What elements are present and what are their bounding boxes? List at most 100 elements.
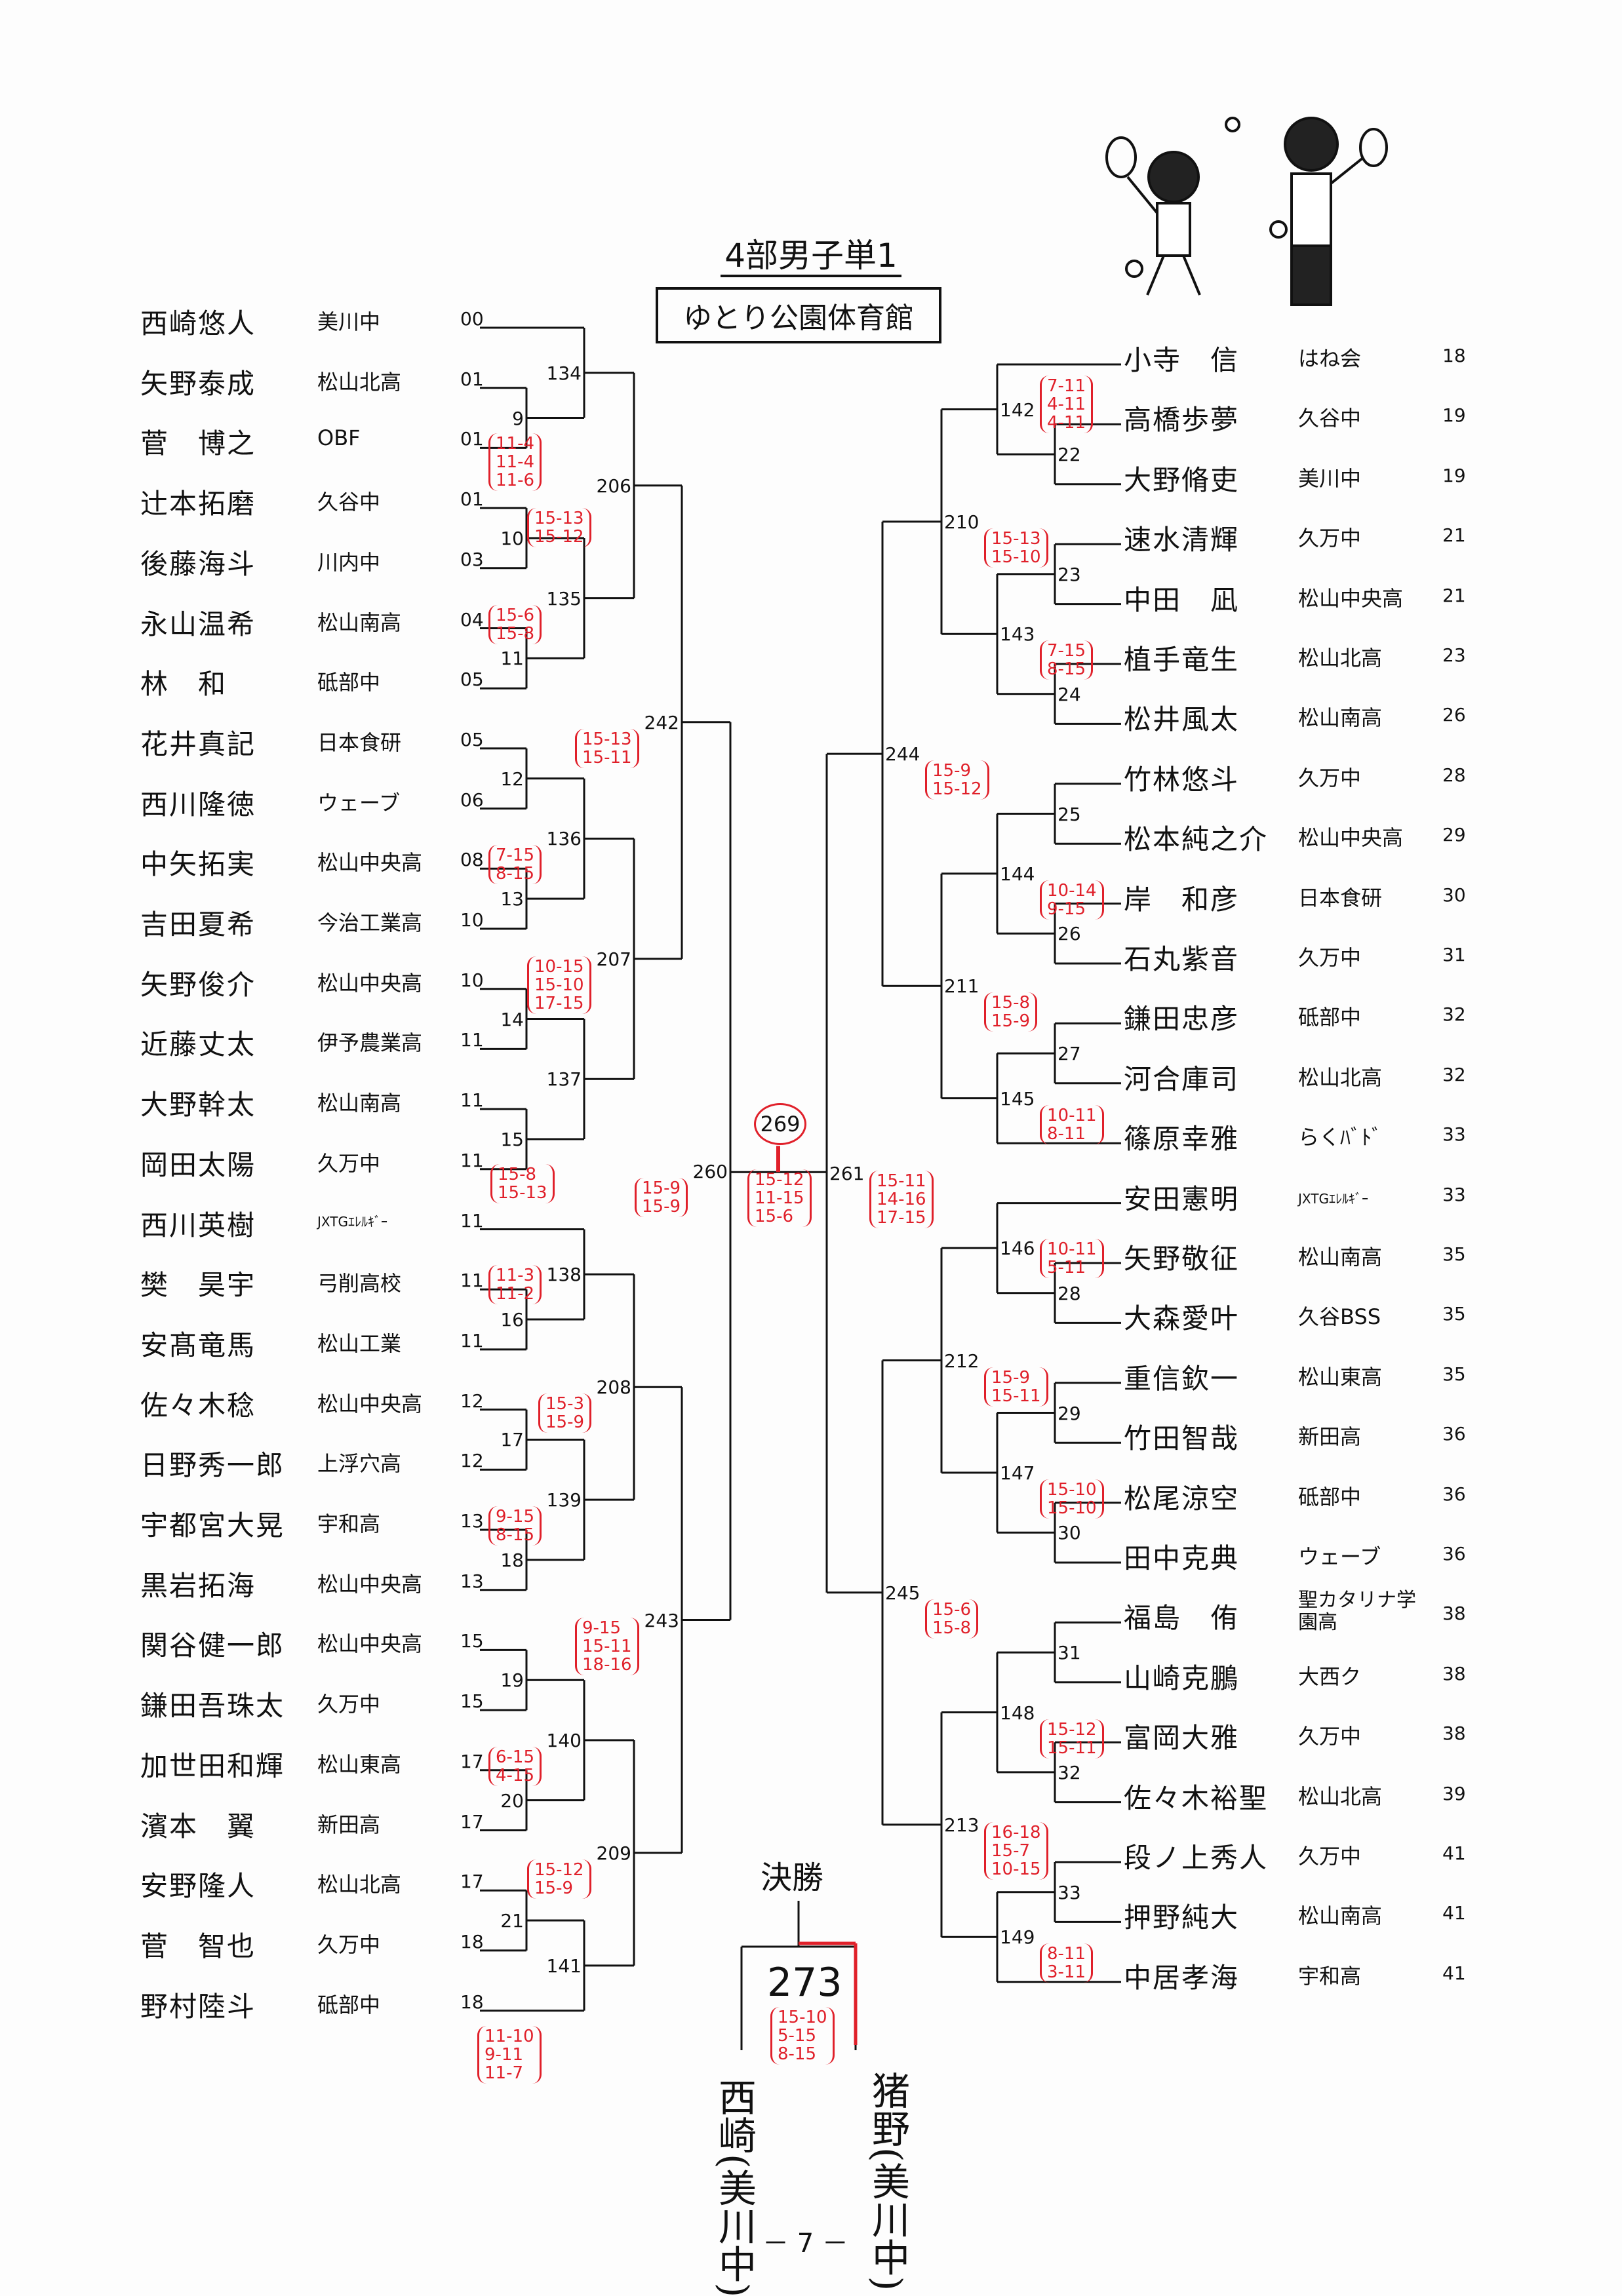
match-scores: 11-10 9-11 11-7: [477, 2025, 542, 2084]
game-score: 11-4: [496, 452, 535, 472]
player-name: 西川隆徳: [140, 788, 256, 821]
player-rank: 12: [460, 1450, 484, 1472]
player-name: 濱本 翼: [140, 1810, 256, 1842]
player-team: 聖カタリナ学園高: [1298, 1589, 1416, 1635]
game-score: 15-9: [991, 1367, 1031, 1388]
player-rank: 38: [1442, 1662, 1466, 1684]
player-rank: 05: [460, 728, 484, 750]
match-number: 138: [546, 1264, 582, 1286]
player-name: 菅 博之: [140, 427, 256, 460]
game-score: 11-6: [496, 470, 535, 490]
match-number: 30: [1058, 1522, 1081, 1544]
player-rank: 18: [460, 1991, 484, 2013]
player-name: 松井風太: [1124, 703, 1240, 736]
final-match-number: 273: [767, 1960, 842, 2006]
game-score: 4-11: [1047, 394, 1086, 414]
match-scores: 15-6 15-8: [488, 604, 542, 644]
match-number: 245: [885, 1582, 920, 1604]
game-score: 15-11: [582, 1636, 632, 1656]
player-name: 河合庫司: [1124, 1062, 1240, 1095]
player-rank: 15: [460, 1690, 484, 1713]
player-name: 矢野俊介: [140, 968, 256, 1001]
game-score: 15-9: [991, 1011, 1031, 1032]
match-number: 145: [1000, 1087, 1035, 1110]
game-score: 15-6: [755, 1207, 794, 1227]
player-name: 中矢拓実: [140, 848, 256, 881]
game-score: 15-9: [545, 1412, 585, 1433]
player-rank: 41: [1442, 1842, 1466, 1864]
player-name: 石丸紫音: [1124, 943, 1240, 975]
game-score: 15-13: [534, 508, 584, 528]
player-rank: 10: [460, 909, 484, 931]
game-score: 15-9: [534, 1878, 574, 1898]
match-number: 21: [500, 1910, 524, 1932]
player-team: 美川中: [1298, 465, 1362, 491]
player-rank: 01: [460, 428, 484, 450]
player-team: 久谷中: [317, 490, 381, 515]
player-rank: 19: [1442, 404, 1466, 427]
match-number: 18: [500, 1549, 524, 1571]
game-score: 16-18: [991, 1822, 1041, 1842]
player-name: 山崎克鵬: [1124, 1662, 1240, 1694]
player-name: 安髙竜馬: [140, 1329, 256, 1361]
match-scores: 11-3 11-2: [488, 1265, 542, 1305]
player-name: 竹林悠斗: [1124, 763, 1240, 796]
player-team: 久谷BSS: [1298, 1304, 1381, 1330]
venue-box: ゆとり公園体育館: [656, 287, 941, 343]
game-score: 17-15: [534, 993, 584, 1013]
game-score: 11-15: [755, 1188, 804, 1209]
match-number: 141: [546, 1955, 582, 1977]
game-score: 14-16: [877, 1189, 926, 1209]
player-team: 松山北高: [1298, 646, 1383, 671]
match-number: 149: [1000, 1926, 1035, 1949]
match-number: 13: [500, 888, 524, 910]
player-team: JXTGｴﾚﾙｷﾞｰ: [1298, 1190, 1368, 1207]
match-number: 20: [500, 1789, 524, 1812]
match-number: 16: [500, 1309, 524, 1331]
game-score: 10-11: [1047, 1239, 1097, 1260]
player-team: 松山中央高: [317, 1631, 423, 1657]
match-number: 27: [1058, 1043, 1081, 1065]
player-rank: 18: [1442, 345, 1466, 366]
player-team: 松山中央高: [1298, 825, 1404, 851]
player-name: 重信欽一: [1124, 1362, 1240, 1395]
match-scores: 15-3 15-9: [538, 1393, 592, 1433]
player-rank: 15: [460, 1630, 484, 1652]
match-scores: 15-13 15-11: [575, 728, 639, 768]
player-name: 菅 智也: [140, 1930, 256, 1962]
player-rank: 11: [460, 1149, 484, 1171]
player-name: 植手竜生: [1124, 644, 1240, 676]
player-name: 佐々木稔: [140, 1389, 256, 1422]
match-number: 206: [596, 475, 631, 497]
game-score: 8-15: [1047, 659, 1086, 680]
player-rank: 05: [460, 669, 484, 691]
player-name: 松尾涼空: [1124, 1482, 1240, 1515]
player-team: 松山中央高: [1298, 585, 1404, 611]
player-team: 松山南高: [1298, 705, 1383, 731]
player-name: 矢野敬征: [1124, 1243, 1240, 1275]
page-title: 4部男子単1: [0, 229, 1622, 277]
handwritten-finalist-right: 猪野(美川中): [865, 2071, 910, 2291]
player-team: 久万中: [317, 1150, 381, 1176]
game-score: 9-15: [1047, 899, 1086, 919]
match-number: 139: [546, 1489, 582, 1511]
player-name: 大森愛叶: [1124, 1302, 1240, 1335]
player-team: 松山東高: [317, 1751, 402, 1777]
player-name: 中田 凪: [1124, 583, 1240, 616]
game-score: 15-13: [498, 1183, 547, 1203]
game-score: 11-3: [496, 1266, 535, 1286]
match-scores: 10-11 8-11: [1040, 1104, 1104, 1144]
game-score: 11-4: [496, 433, 535, 454]
player-team: 日本食研: [1298, 885, 1383, 910]
player-rank: 12: [460, 1390, 484, 1412]
game-score: 18-16: [582, 1654, 632, 1675]
player-rank: 08: [460, 849, 484, 871]
match-number: 10: [500, 527, 524, 549]
match-number: 244: [885, 743, 920, 766]
player-team: 久万中: [317, 1692, 381, 1717]
game-score: 15-10: [1047, 1498, 1097, 1518]
semifinal-match-number: 269: [754, 1103, 806, 1146]
match-number: 29: [1058, 1402, 1081, 1424]
